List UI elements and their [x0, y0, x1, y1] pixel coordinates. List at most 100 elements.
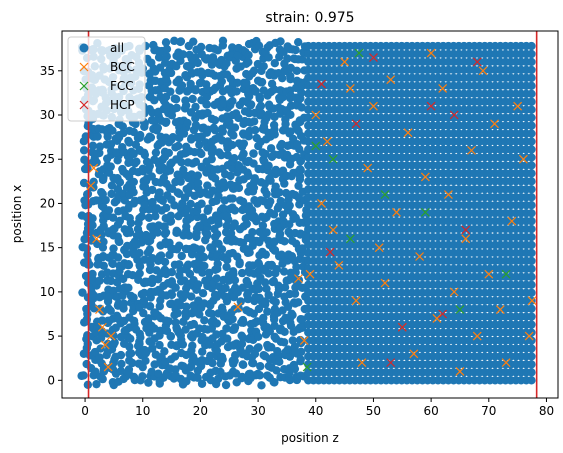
all-atom-point [239, 150, 248, 159]
all-atom-point [527, 185, 536, 194]
bcc-point [317, 199, 326, 208]
all-atom-point [266, 176, 275, 185]
all-atom-point [266, 197, 275, 206]
all-atom-point [151, 148, 161, 157]
all-atom-point [125, 213, 134, 223]
hcp-point [369, 53, 378, 62]
all-atom-point [527, 89, 536, 98]
all-atom-point [129, 293, 138, 302]
all-atom-point [281, 119, 290, 129]
all-atom-point [147, 58, 156, 67]
all-atom-point [254, 41, 264, 50]
bcc-point [328, 225, 338, 235]
bcc-point [299, 336, 309, 345]
all-atom-point [95, 293, 104, 302]
y-axis-label: position x [10, 185, 24, 243]
all-atom-point [82, 190, 92, 199]
all-atom-point [150, 308, 159, 317]
all-atom-point [280, 237, 289, 246]
all-atom-point [197, 379, 207, 388]
all-atom-point [79, 371, 88, 380]
all-atom-point [258, 221, 268, 230]
all-atom-point [213, 374, 223, 384]
all-atom-point [166, 211, 176, 220]
all-atom-point [147, 116, 157, 125]
all-atom-point [242, 276, 251, 286]
all-atom-point [83, 250, 92, 259]
all-atom-point [124, 283, 133, 292]
all-atom-point [279, 267, 289, 276]
all-atom-point [110, 338, 119, 347]
all-atom-point [161, 74, 171, 84]
all-atom-point [137, 212, 146, 221]
all-atom-point [527, 224, 536, 234]
all-atom-point [271, 297, 280, 307]
all-atom-point [210, 116, 220, 125]
all-atom-point [124, 260, 134, 270]
bcc-point [86, 181, 96, 191]
bcc-point [507, 216, 517, 226]
bcc-point [345, 84, 355, 93]
all-atom-point [279, 338, 289, 347]
chart-title: strain: 0.975 [265, 10, 354, 26]
all-atom-point [527, 65, 536, 75]
all-atom-point [292, 124, 302, 134]
all-atom-point [105, 292, 114, 301]
all-atom-point [212, 319, 221, 328]
all-atom-point [284, 227, 293, 236]
all-atom-point [218, 127, 227, 136]
all-atom-point [170, 352, 180, 361]
all-atom-point [132, 157, 141, 166]
all-atom-point [277, 73, 287, 83]
all-atom-point [88, 141, 98, 150]
all-atom-point [230, 123, 240, 132]
all-atom-point [231, 351, 240, 360]
all-atom-point [288, 189, 297, 199]
x-tick-label: 30 [250, 404, 265, 418]
all-atom-point [207, 54, 217, 64]
legend-label-hcp: HCP [110, 98, 135, 112]
all-atom-point [235, 162, 244, 171]
all-atom-point [160, 347, 169, 356]
all-atom-point [242, 78, 251, 88]
all-atom-point [156, 251, 166, 260]
all-atom-point [194, 258, 203, 267]
all-atom-point [171, 95, 181, 104]
all-atom-point [527, 49, 536, 59]
all-atom-point [118, 147, 128, 156]
x-axis-ticks: 0 10 20 30 40 50 60 70 80 [81, 398, 554, 418]
all-atom-point [218, 41, 228, 50]
all-atom-point [223, 150, 232, 160]
all-atom-point [264, 100, 274, 109]
all-atom-point [197, 199, 206, 208]
all-atom-point [92, 149, 102, 158]
all-atoms-layer [77, 36, 536, 390]
all-atom-point [155, 331, 164, 340]
all-atom-point [259, 62, 268, 71]
all-atom-point [193, 58, 202, 68]
all-atom-point [166, 332, 176, 341]
x-tick-label: 80 [539, 404, 554, 418]
bcc-point [334, 260, 344, 270]
all-atom-point [272, 264, 282, 274]
all-atom-point [116, 366, 126, 376]
all-atom-point [219, 99, 228, 108]
all-atom-point [230, 276, 240, 285]
all-atom-point [113, 253, 123, 262]
all-atom-point [280, 283, 290, 292]
all-atom-point [527, 304, 536, 313]
x-tick-label: 0 [81, 404, 89, 418]
bcc-point [513, 101, 523, 111]
fcc-point [345, 234, 355, 244]
all-atom-point [178, 50, 188, 59]
x-tick-label: 40 [308, 404, 323, 418]
all-atom-point [527, 280, 536, 290]
y-tick-label: 35 [40, 64, 55, 78]
all-atom-point [200, 261, 209, 271]
all-atom-point [296, 157, 305, 166]
all-atom-point [222, 59, 231, 68]
all-atom-point [292, 262, 301, 272]
all-atom-point [254, 259, 264, 269]
all-atom-point [139, 296, 149, 305]
all-atom-point [276, 37, 285, 46]
